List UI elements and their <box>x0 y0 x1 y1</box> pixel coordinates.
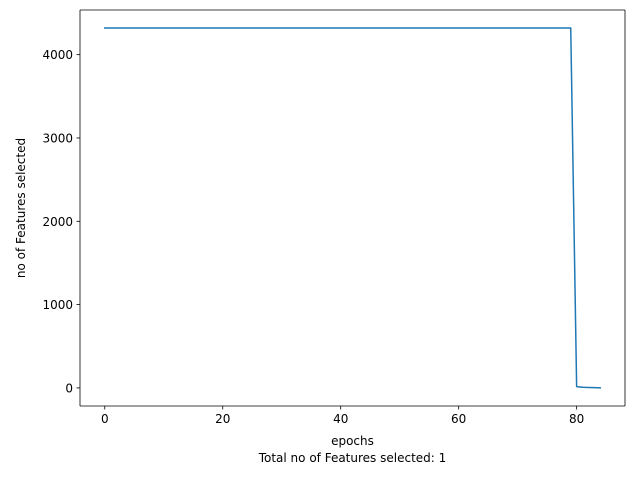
x-tick-label: 80 <box>569 412 584 426</box>
x-axis-ticks: 0 20 40 60 80 <box>101 406 584 426</box>
y-tick-label: 0 <box>65 381 73 395</box>
x-tick-label: 60 <box>451 412 466 426</box>
y-axis-ticks: 0 1000 2000 3000 4000 <box>42 48 80 395</box>
plot-background <box>80 10 625 406</box>
plot-area <box>79 9 626 407</box>
x-tick-label: 0 <box>101 412 109 426</box>
x-tick-label: 20 <box>215 412 230 426</box>
y-tick-label: 3000 <box>42 131 73 145</box>
chart-caption: Total no of Features selected: 1 <box>258 451 447 465</box>
x-axis-label: epochs <box>331 434 374 448</box>
series-line <box>104 27 602 389</box>
y-tick-label: 2000 <box>42 215 73 229</box>
y-tick-label: 1000 <box>42 298 73 312</box>
x-tick-label: 40 <box>333 412 348 426</box>
series-layer <box>104 27 602 389</box>
y-tick-label: 4000 <box>42 48 73 62</box>
y-axis-label: no of Features selected <box>14 138 28 278</box>
